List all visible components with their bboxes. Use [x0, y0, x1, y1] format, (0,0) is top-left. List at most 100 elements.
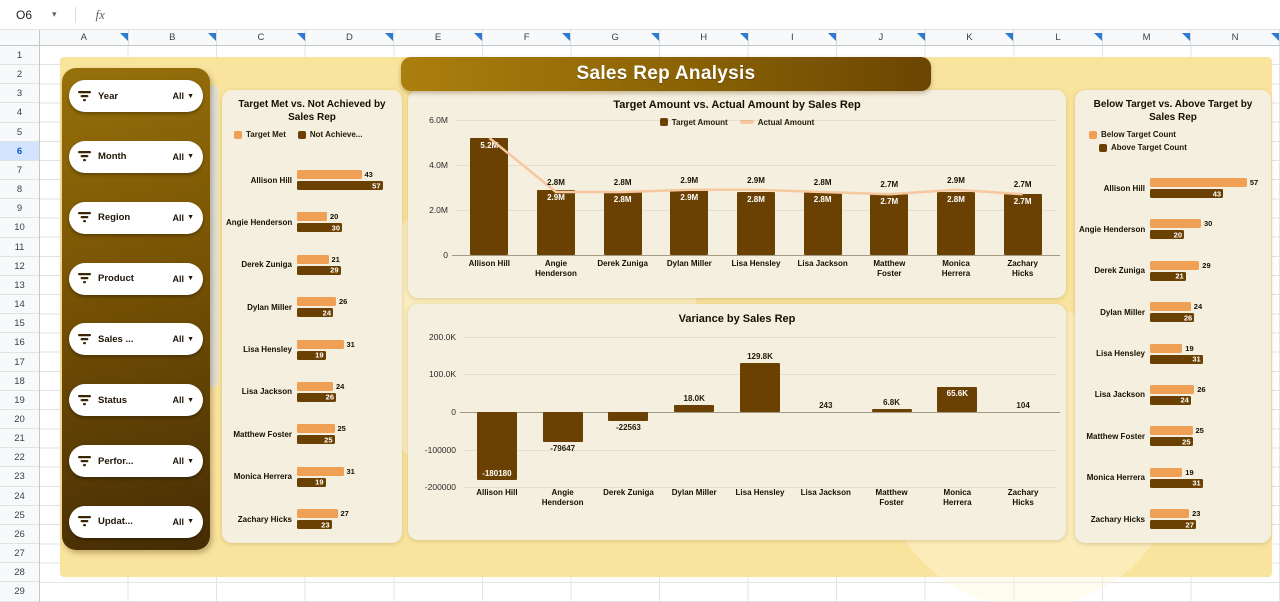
target-actual-legend-item: Actual Amount: [739, 117, 815, 127]
bar-pair: 57 43: [1150, 178, 1267, 198]
legend-swatch-icon: [1089, 130, 1097, 139]
filter-handle-icon: [1182, 33, 1191, 41]
row-header-5[interactable]: 5: [0, 123, 39, 142]
variance-bar: [937, 387, 978, 412]
target-met-legend-item: Target Met: [234, 130, 286, 139]
row-header-23[interactable]: 23: [0, 467, 39, 487]
variance-bar: [871, 409, 912, 412]
gridline: [456, 120, 1056, 121]
chart-target-met-panel[interactable]: Target Met vs. Not Achieved by Sales Rep…: [222, 90, 402, 543]
bar-row: 20: [1150, 230, 1267, 240]
chart-variance-panel[interactable]: Variance by Sales Rep 200.0K 100.0K 0 -1000…: [408, 304, 1066, 540]
category-label: Derek Zuniga: [603, 488, 654, 497]
row-header-4[interactable]: 4: [0, 103, 39, 123]
hbar-chart-body: Allison Hill 57 43 Angie Henderson 30 20 Derek…: [1079, 178, 1267, 529]
dark-bar: 20: [1150, 230, 1184, 240]
filter-value: All: [172, 273, 185, 284]
column-header-a[interactable]: A: [40, 30, 129, 45]
category-label: Lisa Jackson: [1094, 390, 1145, 400]
bar-row: 19: [1150, 467, 1267, 477]
category-label: Zachary Hicks: [237, 514, 292, 524]
row-header-14[interactable]: 14: [0, 295, 39, 315]
row-header-22[interactable]: 22: [0, 448, 39, 468]
column-header-b[interactable]: B: [129, 30, 218, 45]
dark-bar: 19: [297, 350, 326, 360]
category-label: Monica Herrera: [1086, 473, 1145, 483]
column-header-g[interactable]: G: [571, 30, 660, 45]
column-header-c[interactable]: C: [217, 30, 306, 45]
row-header-27[interactable]: 27: [0, 544, 39, 564]
filter-sales[interactable]: Sales ... All ▼: [69, 323, 203, 356]
row-header-28[interactable]: 28: [0, 563, 39, 583]
target-actual-legend-label: Actual Amount: [757, 117, 815, 127]
column-header-n[interactable]: N: [1191, 30, 1280, 45]
row-header-12[interactable]: 12: [0, 257, 39, 276]
chart-target-vs-actual-panel[interactable]: Target Amount vs. Actual Amount by Sales…: [408, 90, 1066, 298]
filter-region[interactable]: Region All ▼: [69, 201, 203, 234]
chevron-down-icon: ▼: [187, 457, 194, 465]
row-header-13[interactable]: 13: [0, 276, 39, 296]
column-header-k[interactable]: K: [926, 30, 1015, 45]
category-label: Allison Hill: [476, 488, 518, 497]
column-header-label: J: [878, 32, 884, 43]
category-label: Lisa Jackson: [800, 488, 851, 497]
select-all-corner[interactable]: [0, 30, 40, 46]
dark-bar: 43: [1150, 189, 1224, 198]
row-header-25[interactable]: 25: [0, 506, 39, 525]
gridline: [456, 165, 1056, 166]
bar-row: 24: [1150, 302, 1267, 312]
gridline: [464, 449, 1056, 451]
column-header-l[interactable]: L: [1014, 30, 1103, 45]
filter-perfor[interactable]: Perfor... All ▼: [69, 445, 203, 478]
chart-legend: Target Met Not Achieve...: [222, 124, 402, 139]
line-value-label: 2.7M: [1013, 180, 1032, 190]
row-header-6[interactable]: 6: [0, 141, 39, 161]
row-header-1[interactable]: 1: [0, 46, 39, 66]
filter-handle-icon: [916, 33, 925, 41]
filter-month[interactable]: Month All ▼: [69, 140, 203, 173]
filter-updat[interactable]: Updat... All ▼: [69, 505, 203, 538]
column-header-d[interactable]: D: [306, 30, 395, 45]
filter-year[interactable]: Year All ▼: [69, 80, 203, 112]
row-header-17[interactable]: 17: [0, 353, 39, 372]
row-header-15[interactable]: 15: [0, 314, 39, 334]
bar-pair: 30 20: [1150, 219, 1267, 240]
row-header-3[interactable]: 3: [0, 84, 39, 104]
column-header-m[interactable]: M: [1103, 30, 1192, 45]
value-label: 57: [1249, 178, 1259, 187]
filter-status[interactable]: Status All ▼: [69, 384, 203, 417]
row-header-7[interactable]: 7: [0, 161, 39, 181]
variance-value-label: 65.6K: [946, 389, 968, 399]
value-label: 30: [331, 223, 340, 233]
row-header-9[interactable]: 9: [0, 199, 39, 219]
row-header-18[interactable]: 18: [0, 372, 39, 391]
row-header-16[interactable]: 16: [0, 333, 39, 353]
column-header-j[interactable]: J: [837, 30, 926, 45]
dark-bar: 31: [1150, 478, 1203, 488]
row-header-19[interactable]: 19: [0, 391, 39, 410]
name-box[interactable]: O6 ▾: [0, 0, 67, 29]
column-header-f[interactable]: F: [483, 30, 572, 45]
filter-funnel-icon: [78, 394, 91, 406]
hbar-group: Lisa Jackson 24 26: [226, 381, 398, 402]
chart-below-above-panel[interactable]: Below Target vs. Above Target by Sales R…: [1075, 90, 1271, 543]
row-header-2[interactable]: 2: [0, 65, 39, 85]
row-header-29[interactable]: 29: [0, 582, 39, 602]
row-header-24[interactable]: 24: [0, 487, 39, 506]
bar-value-label: 2.8M: [747, 195, 765, 204]
column-header-h[interactable]: H: [660, 30, 749, 45]
fx-icon[interactable]: fx: [95, 6, 105, 22]
row-header-11[interactable]: 11: [0, 238, 39, 257]
filter-product[interactable]: Product All ▼: [69, 262, 203, 295]
column-header-i[interactable]: I: [749, 30, 838, 45]
row-header-10[interactable]: 10: [0, 218, 39, 238]
column-header-label: E: [434, 32, 442, 43]
row-header-21[interactable]: 21: [0, 429, 39, 449]
target-met-legend-label: Not Achieve...: [309, 130, 363, 139]
row-header-26[interactable]: 26: [0, 525, 39, 545]
row-header-8[interactable]: 8: [0, 180, 39, 200]
bar-row: 23: [297, 520, 398, 529]
name-box-caret-icon[interactable]: ▾: [52, 9, 57, 19]
column-header-e[interactable]: E: [394, 30, 483, 45]
row-header-20[interactable]: 20: [0, 410, 39, 430]
